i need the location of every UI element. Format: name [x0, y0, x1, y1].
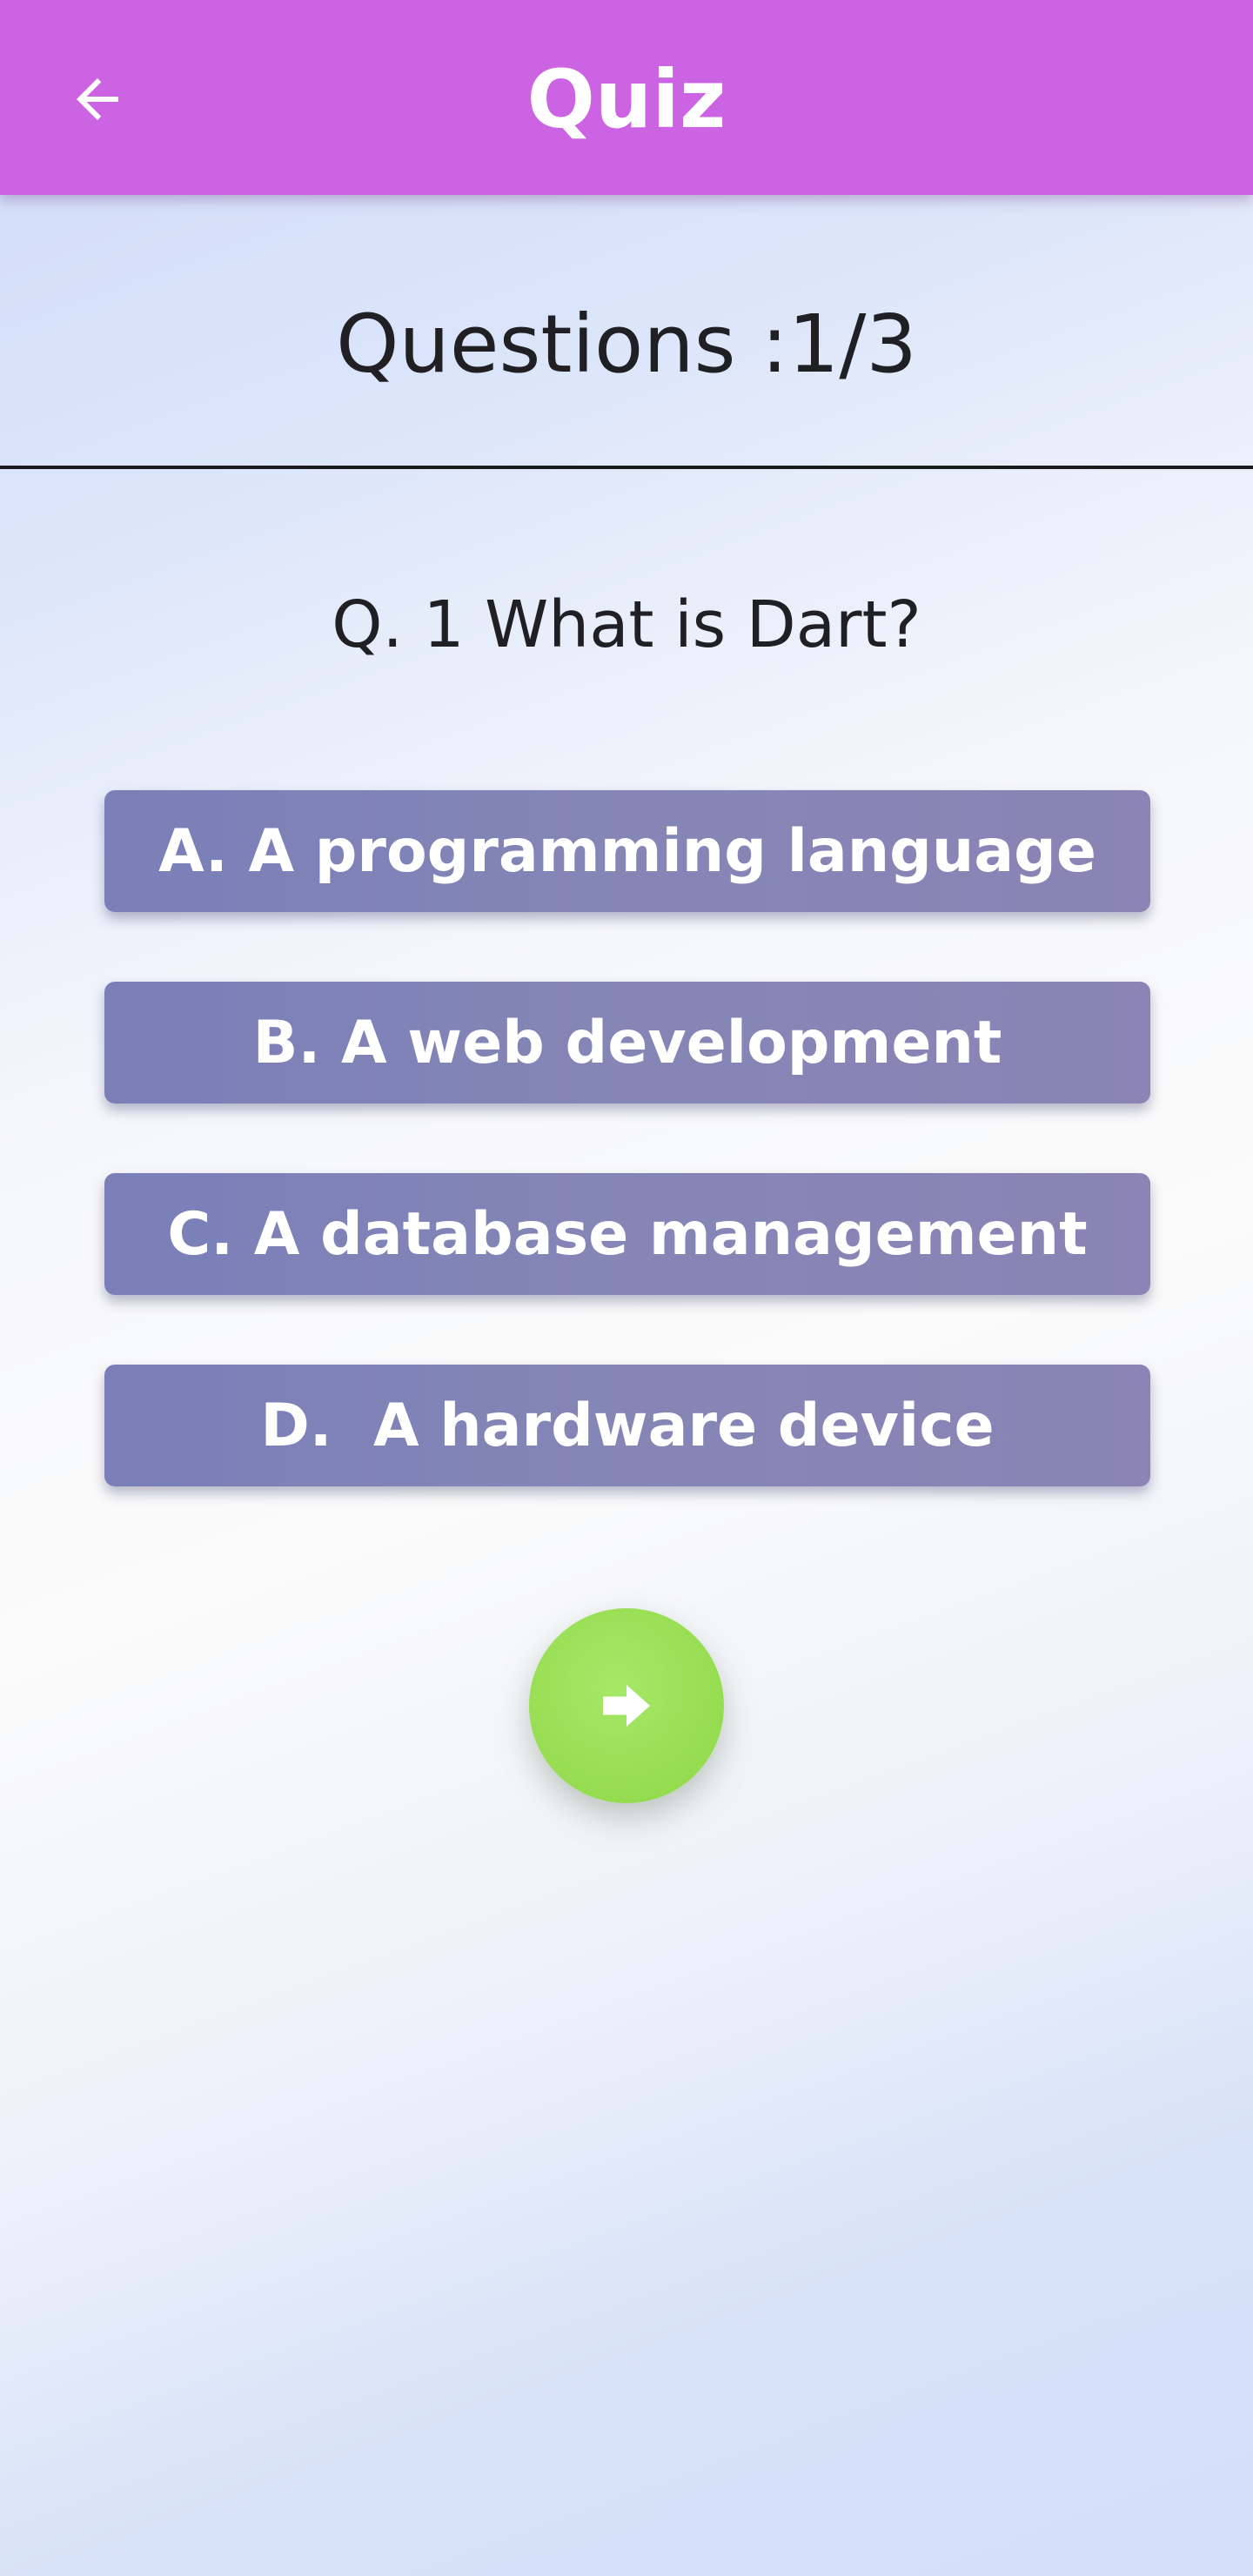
option-b-button[interactable]: B. A web development	[104, 982, 1150, 1104]
next-button[interactable]	[529, 1608, 724, 1803]
app-bar: Quiz	[0, 0, 1253, 195]
question-counter: Questions :1/3	[336, 298, 917, 391]
option-a-button[interactable]: A. A programming language	[104, 790, 1150, 912]
question-text: Q. 1 What is Dart?	[332, 587, 921, 662]
back-button[interactable]	[59, 61, 136, 138]
arrow-back-icon	[77, 78, 118, 120]
option-d-button[interactable]: D. A hardware device	[104, 1365, 1150, 1486]
answer-options: A. A programming language B. A web devel…	[104, 790, 1150, 1556]
page-title: Quiz	[526, 53, 727, 146]
divider	[0, 466, 1253, 469]
option-c-button[interactable]: C. A database management	[104, 1173, 1150, 1295]
arrow-forward-icon	[603, 1685, 650, 1727]
